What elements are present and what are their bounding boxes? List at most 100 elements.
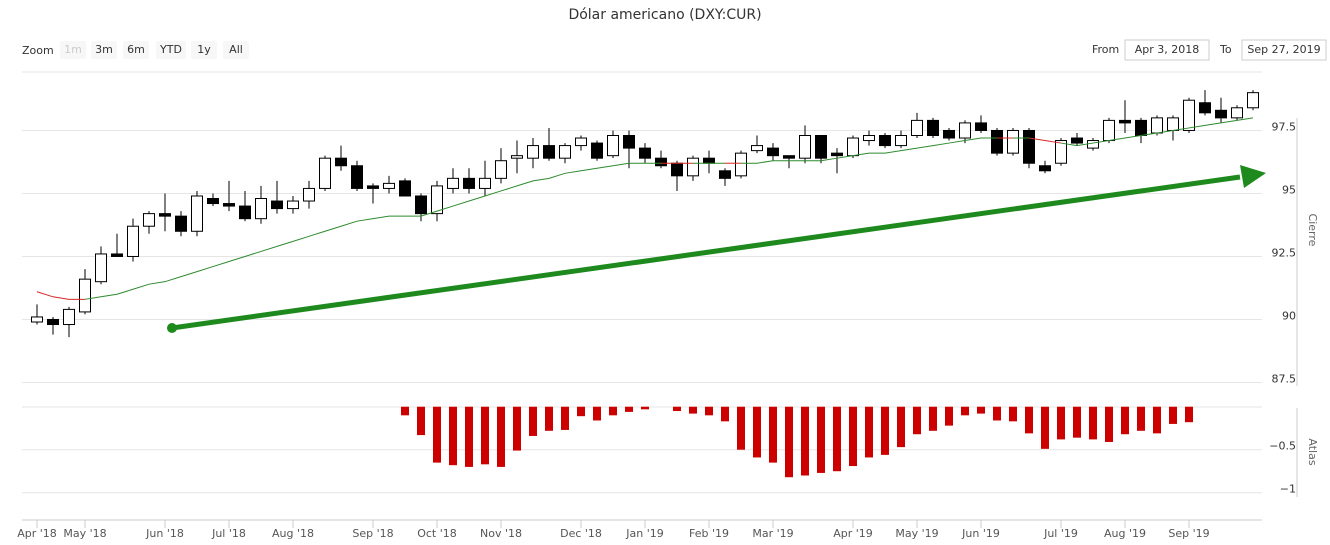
x-tick-label: Feb '19 [689, 527, 729, 540]
candle-body [1135, 119, 1147, 137]
zoom-label: Zoom [22, 44, 54, 57]
bar [833, 406, 841, 472]
candle-body [159, 213, 171, 217]
chart-title: Dólar americano (DXY:CUR) [568, 7, 761, 23]
bar [977, 406, 985, 414]
x-tick-label: Apr '18 [17, 527, 57, 540]
x-tick-label: Jul '19 [1043, 527, 1078, 540]
bar [545, 406, 553, 431]
candle-body [1087, 140, 1099, 149]
x-tick-label: Mar '19 [752, 527, 793, 540]
candle-body [751, 145, 763, 152]
y-tick-label: 92.5 [1272, 246, 1297, 259]
zoom-button[interactable] [223, 41, 249, 59]
bar [1073, 406, 1081, 438]
candle-body [943, 129, 955, 139]
candle-body [1247, 92, 1259, 109]
bar [497, 406, 505, 467]
candle-body [303, 187, 315, 202]
x-tick-label: Jul '18 [211, 527, 246, 540]
bar [641, 406, 649, 410]
candle-body [1007, 129, 1019, 154]
candle-body [47, 318, 59, 326]
candle-body [63, 308, 75, 326]
candle-body [127, 225, 139, 257]
candle-body [815, 135, 827, 159]
bar [721, 406, 729, 422]
bar [961, 406, 969, 416]
bar [417, 406, 425, 436]
y-axis-title: Cierre [1306, 214, 1319, 247]
candle-body [319, 157, 331, 189]
candle-body [911, 119, 923, 137]
candle-body [527, 145, 539, 159]
x-tick-label: Jun '19 [961, 527, 1000, 540]
moving-average-line [1028, 137, 1062, 144]
bar [513, 406, 521, 451]
bar [449, 406, 457, 466]
from-input[interactable] [1124, 39, 1210, 61]
candle-body [879, 135, 891, 147]
bar [1057, 406, 1065, 440]
candle-body [1167, 117, 1179, 131]
zoom-button-label[interactable]: All [229, 43, 243, 56]
x-tick-label: Sep '18 [352, 527, 393, 540]
zoom-button-label[interactable]: 1m [64, 43, 82, 56]
bar [1169, 406, 1177, 424]
candle-body [223, 203, 235, 207]
bar [577, 406, 585, 417]
zoom-button-label[interactable]: 3m [95, 43, 113, 56]
candle-body [895, 135, 907, 147]
candle-body [559, 145, 571, 159]
bar [433, 406, 441, 463]
moving-average-line [1060, 117, 1254, 147]
candle-body [719, 170, 731, 179]
y2-axis-title: Atlas [1306, 438, 1319, 465]
bar [1009, 406, 1017, 422]
x-tick-label: Sep '19 [1168, 527, 1209, 540]
bar [881, 406, 889, 455]
candle-body [191, 195, 203, 232]
candle-body [367, 185, 379, 189]
bar [625, 406, 633, 412]
candle-body [463, 177, 475, 189]
candle-body [31, 316, 43, 323]
y-tick-label: 95 [1282, 183, 1296, 196]
candle-body [607, 135, 619, 157]
to-input[interactable] [1241, 39, 1327, 61]
candle-body [1215, 109, 1227, 119]
bar [849, 406, 857, 467]
x-tick-label: Nov '18 [480, 527, 522, 540]
y-tick-label: 97.5 [1272, 120, 1297, 133]
from-value[interactable]: Apr 3, 2018 [1135, 43, 1200, 56]
bar [1137, 406, 1145, 431]
bar [993, 406, 1001, 421]
bar [897, 406, 905, 448]
candle-body [111, 253, 123, 257]
bar [913, 406, 921, 435]
bar [785, 406, 793, 478]
candle-body [1199, 102, 1211, 114]
y2-tick-label: −1 [1280, 483, 1296, 496]
candle-body [927, 119, 939, 137]
zoom-button[interactable] [191, 41, 217, 59]
y2-tick-label: −0.5 [1269, 440, 1296, 453]
x-tick-label: Jan '19 [625, 527, 663, 540]
bar [801, 406, 809, 476]
candle-body [671, 162, 683, 177]
zoom-button[interactable] [156, 41, 186, 59]
to-value[interactable]: Sep 27, 2019 [1247, 43, 1320, 56]
candle-body [415, 195, 427, 215]
zoom-button-label[interactable]: YTD [159, 43, 182, 56]
candle-body [991, 129, 1003, 154]
zoom-button[interactable] [123, 41, 149, 59]
zoom-button-label[interactable]: 1y [197, 43, 211, 56]
bar [1089, 406, 1097, 440]
zoom-button-label[interactable]: 6m [127, 43, 145, 56]
zoom-button[interactable] [60, 41, 86, 59]
zoom-button[interactable] [91, 41, 117, 59]
candle-body [1071, 137, 1083, 144]
candle-body [783, 155, 795, 159]
candle-body [1039, 165, 1051, 172]
